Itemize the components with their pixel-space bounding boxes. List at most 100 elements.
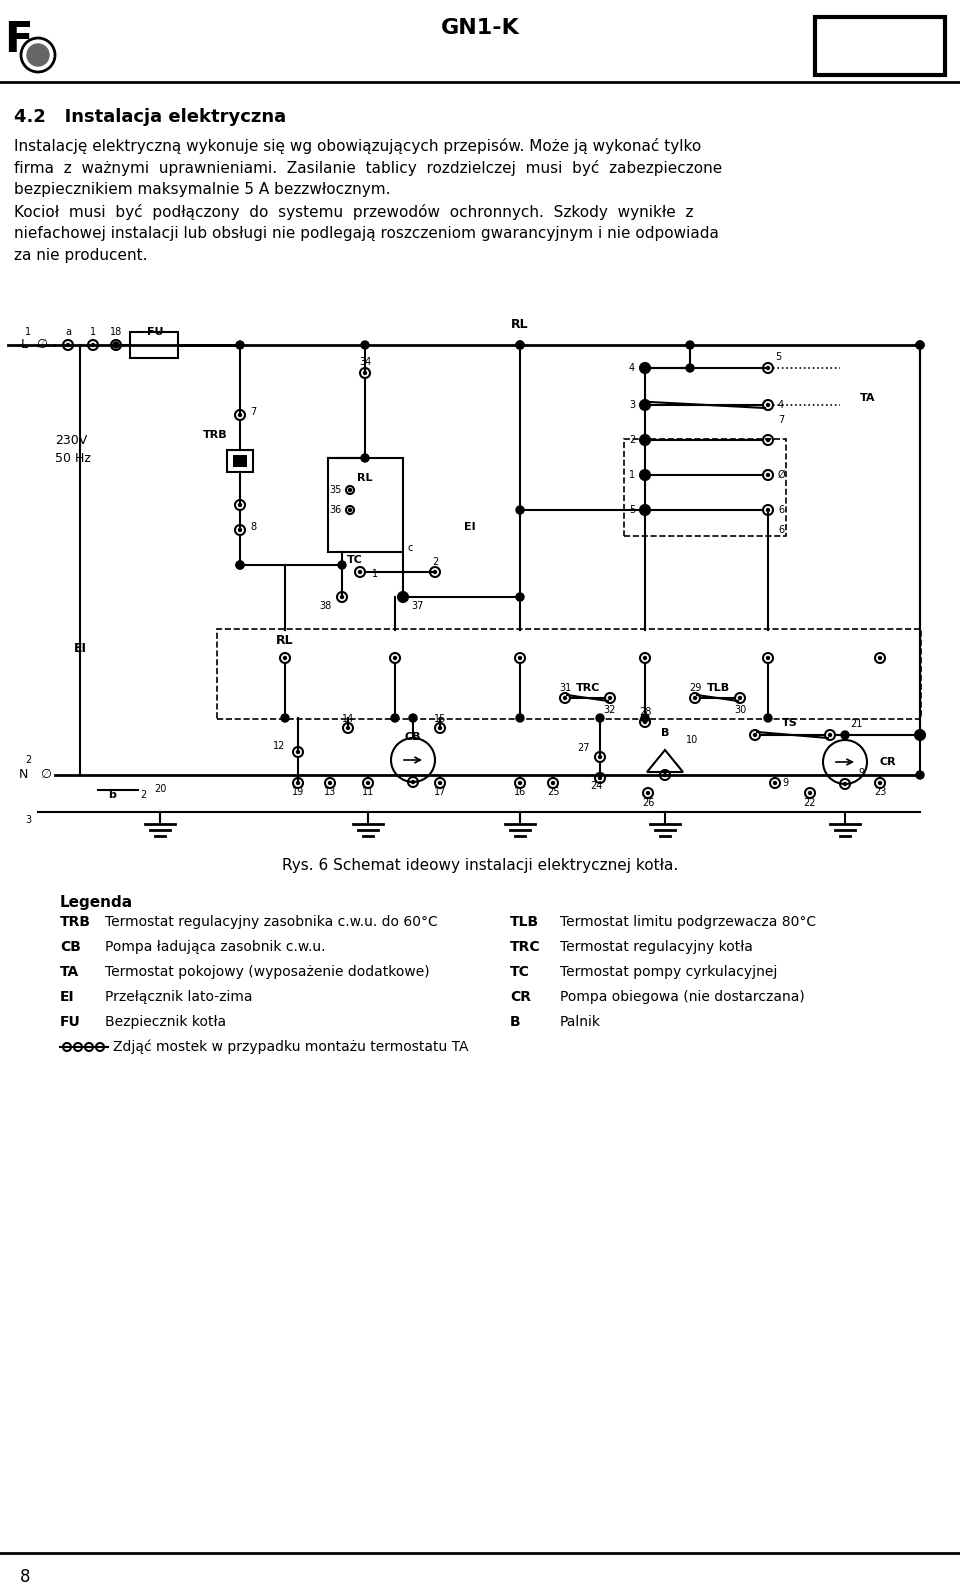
Circle shape: [394, 656, 396, 659]
Circle shape: [518, 781, 521, 785]
Text: Rys. 6 Schemat ideowy instalacji elektrycznej kotła.: Rys. 6 Schemat ideowy instalacji elektry…: [282, 857, 678, 873]
Text: 31: 31: [559, 683, 571, 693]
Text: 12: 12: [273, 742, 285, 751]
Circle shape: [516, 593, 524, 601]
Circle shape: [766, 509, 770, 512]
Circle shape: [754, 734, 756, 737]
Text: RL: RL: [357, 472, 372, 483]
Text: 23: 23: [874, 788, 886, 797]
Bar: [233, 455, 247, 468]
Circle shape: [641, 436, 649, 444]
Circle shape: [686, 365, 694, 372]
Text: 4: 4: [629, 363, 635, 372]
Text: RL: RL: [511, 319, 529, 331]
Circle shape: [66, 344, 69, 347]
Text: 9: 9: [782, 778, 788, 788]
Text: 17: 17: [434, 788, 446, 797]
Circle shape: [828, 734, 831, 737]
Text: 9: 9: [858, 769, 864, 778]
Circle shape: [878, 656, 881, 659]
Circle shape: [764, 713, 772, 723]
Text: Palnik: Palnik: [560, 1014, 601, 1029]
Text: 10: 10: [686, 735, 698, 745]
Text: 34: 34: [359, 357, 372, 368]
Text: EI: EI: [60, 991, 75, 1003]
Circle shape: [641, 401, 649, 409]
Circle shape: [641, 471, 649, 479]
Text: 3: 3: [25, 815, 31, 826]
Text: bezpiecznikiem maksymalnie 5 A bezzwłocznym.: bezpiecznikiem maksymalnie 5 A bezzwłocz…: [14, 182, 391, 197]
Circle shape: [391, 713, 399, 723]
Text: N: N: [18, 769, 28, 781]
Circle shape: [401, 596, 404, 599]
Text: FERROLI: FERROLI: [837, 36, 923, 55]
Circle shape: [297, 751, 300, 753]
Text: Termostat pokojowy (wyposażenie dodatkowe): Termostat pokojowy (wyposażenie dodatkow…: [105, 965, 430, 980]
Text: niefachowej instalacji lub obsługi nie podlegają roszczeniom gwarancyjnym i nie : niefachowej instalacji lub obsługi nie p…: [14, 227, 719, 241]
Circle shape: [236, 561, 244, 569]
Circle shape: [338, 561, 346, 569]
Circle shape: [766, 474, 770, 477]
Text: Instalację elektryczną wykonuje się wg obowiązujących przepisów. Może ją wykonać: Instalację elektryczną wykonuje się wg o…: [14, 138, 701, 154]
Bar: [130, 331, 178, 358]
Text: 29: 29: [689, 683, 701, 693]
Text: 18: 18: [109, 327, 122, 338]
Text: TA: TA: [60, 965, 80, 980]
Circle shape: [283, 656, 286, 659]
Text: CB: CB: [60, 940, 81, 954]
Text: L: L: [21, 339, 28, 352]
Text: Zdjąć mostek w przypadku montażu termostatu TA: Zdjąć mostek w przypadku montażu termost…: [113, 1040, 468, 1054]
Text: FU: FU: [147, 327, 163, 338]
Circle shape: [361, 341, 369, 349]
Circle shape: [409, 713, 417, 723]
Circle shape: [347, 726, 349, 729]
Circle shape: [841, 731, 849, 739]
Circle shape: [27, 44, 49, 67]
Text: EI: EI: [74, 642, 86, 655]
Circle shape: [91, 344, 94, 347]
Text: B: B: [510, 1014, 520, 1029]
Circle shape: [774, 781, 777, 785]
Text: EI: EI: [465, 521, 476, 533]
Text: 35: 35: [329, 485, 342, 495]
Circle shape: [643, 474, 646, 477]
Text: 7: 7: [250, 407, 256, 417]
Text: CR: CR: [510, 991, 531, 1003]
Circle shape: [919, 734, 922, 737]
Circle shape: [412, 780, 415, 783]
Text: 8: 8: [20, 1568, 31, 1585]
Text: 2: 2: [432, 556, 438, 567]
Bar: [815, 17, 945, 74]
Circle shape: [434, 571, 437, 574]
Circle shape: [358, 571, 362, 574]
Text: 5: 5: [775, 352, 781, 361]
Bar: [328, 458, 403, 552]
Circle shape: [643, 366, 646, 369]
Text: GN1-K: GN1-K: [441, 17, 519, 38]
Circle shape: [766, 404, 770, 406]
Circle shape: [281, 713, 289, 723]
Circle shape: [646, 791, 650, 794]
Circle shape: [641, 506, 649, 514]
Text: 14: 14: [342, 713, 354, 724]
Circle shape: [236, 341, 244, 349]
Circle shape: [238, 414, 242, 417]
Circle shape: [643, 509, 646, 512]
Text: ∅: ∅: [36, 339, 47, 352]
Text: 7: 7: [778, 415, 784, 425]
Text: 37: 37: [411, 601, 423, 610]
Text: 8: 8: [250, 521, 256, 533]
Circle shape: [686, 341, 694, 349]
Circle shape: [878, 781, 881, 785]
Circle shape: [643, 721, 646, 723]
Text: Termostat regulacyjny zasobnika c.w.u. do 60°C: Termostat regulacyjny zasobnika c.w.u. d…: [105, 915, 438, 929]
Text: TLB: TLB: [510, 915, 540, 929]
Circle shape: [516, 341, 524, 349]
Circle shape: [518, 656, 521, 659]
Text: 16: 16: [514, 788, 526, 797]
Circle shape: [439, 781, 442, 785]
Text: 6: 6: [778, 525, 784, 536]
Circle shape: [551, 781, 555, 785]
Text: firma  z  ważnymi  uprawnieniami.  Zasilanie  tablicy  rozdzielczej  musi  być  : firma z ważnymi uprawnieniami. Zasilanie…: [14, 160, 722, 176]
Text: Legenda: Legenda: [60, 896, 133, 910]
